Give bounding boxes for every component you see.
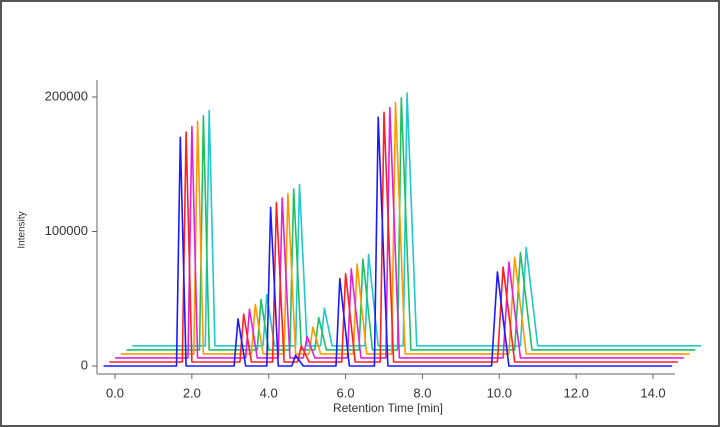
y-axis-title: Intensity (17, 211, 28, 248)
trace (115, 106, 684, 359)
x-axis-title: Retention Time [min] (333, 401, 443, 415)
x-tick-label: 2.0 (183, 385, 201, 400)
trace (103, 116, 673, 367)
x-tick-label: 14.0 (640, 385, 665, 400)
x-tick-label: 6.0 (337, 385, 355, 400)
x-tick-label: 12.0 (564, 385, 589, 400)
x-tick-label: 4.0 (260, 385, 278, 400)
y-tick-label: 100000 (45, 223, 88, 238)
x-tick-label: 0.0 (106, 385, 124, 400)
x-tick-label: 8.0 (413, 385, 431, 400)
x-tick-label: 10.0 (487, 385, 512, 400)
y-tick-label: 0 (81, 357, 88, 372)
y-tick-label: 200000 (45, 88, 88, 103)
trace (109, 111, 678, 363)
